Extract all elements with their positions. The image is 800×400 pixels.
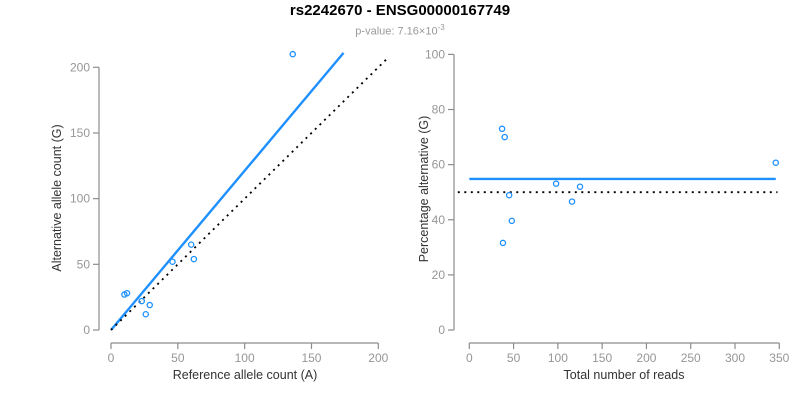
percentage-vs-reads-scatter: 0 50 100 150 200 250 300 350 0 20 40 60 80 100: [425, 47, 790, 365]
data-point: [499, 239, 507, 247]
data-point: [505, 191, 513, 199]
x-tick-label: 100: [548, 351, 568, 365]
data-point: [146, 301, 154, 309]
p-value-label: p-value:: [355, 25, 398, 38]
fit-line: [110, 52, 345, 331]
y-tick-label: 100: [70, 192, 90, 206]
x-tick-label: 250: [681, 351, 701, 365]
plot-subtitle: p-value: 7.16×10-3: [0, 23, 800, 38]
identity-line: [110, 56, 390, 331]
y-tick-label: 20: [432, 268, 446, 282]
right-xaxis-title: Total number of reads: [563, 368, 685, 382]
x-tick-label: 150: [592, 351, 612, 365]
data-point: [568, 198, 576, 205]
data-point: [187, 241, 195, 248]
x-tick-label: 0: [108, 351, 115, 365]
x-tick-label: 200: [636, 351, 656, 365]
data-point: [552, 180, 560, 187]
data-point: [772, 159, 780, 166]
y-tick-label: 60: [432, 158, 446, 172]
x-tick-label: 350: [769, 351, 789, 365]
allele-counts-scatter: 0 50 100 150 200 0 50 100 150 200: [70, 50, 390, 365]
x-tick-label: 150: [301, 351, 321, 365]
data-point: [138, 297, 145, 305]
left-yaxis-title: Alternative allele count (G): [50, 124, 64, 272]
y-tick-label: 0: [83, 323, 90, 337]
y-tick-label: 50: [77, 257, 91, 271]
x-tick-label: 50: [507, 351, 521, 365]
data-point: [576, 183, 584, 190]
p-value-base: 7.16×10: [397, 25, 438, 38]
data-point: [142, 310, 149, 318]
x-tick-label: 0: [466, 351, 473, 365]
x-tick-label: 300: [725, 351, 745, 365]
y-tick-label: 40: [432, 213, 446, 227]
data-point: [289, 50, 297, 58]
y-tick-label: 150: [70, 126, 90, 140]
right-yaxis-title: Percentage alternative (G): [417, 115, 431, 263]
data-point: [508, 217, 516, 225]
x-tick-label: 200: [368, 351, 388, 365]
data-point: [123, 289, 131, 297]
x-tick-label: 50: [171, 351, 185, 365]
y-tick-label: 200: [70, 60, 90, 74]
data-point: [501, 133, 508, 141]
p-value-exponent: -3: [437, 23, 445, 32]
data-point: [498, 125, 506, 133]
plot-title: rs2242670 - ENSG00000167749: [289, 2, 511, 19]
data-point: [169, 258, 176, 265]
x-tick-label: 100: [235, 351, 255, 365]
data-point: [190, 255, 198, 263]
y-tick-label: 100: [425, 47, 445, 61]
y-tick-label: 0: [438, 323, 445, 337]
left-xaxis-title: Reference allele count (A): [172, 368, 318, 382]
y-tick-label: 80: [432, 103, 446, 117]
